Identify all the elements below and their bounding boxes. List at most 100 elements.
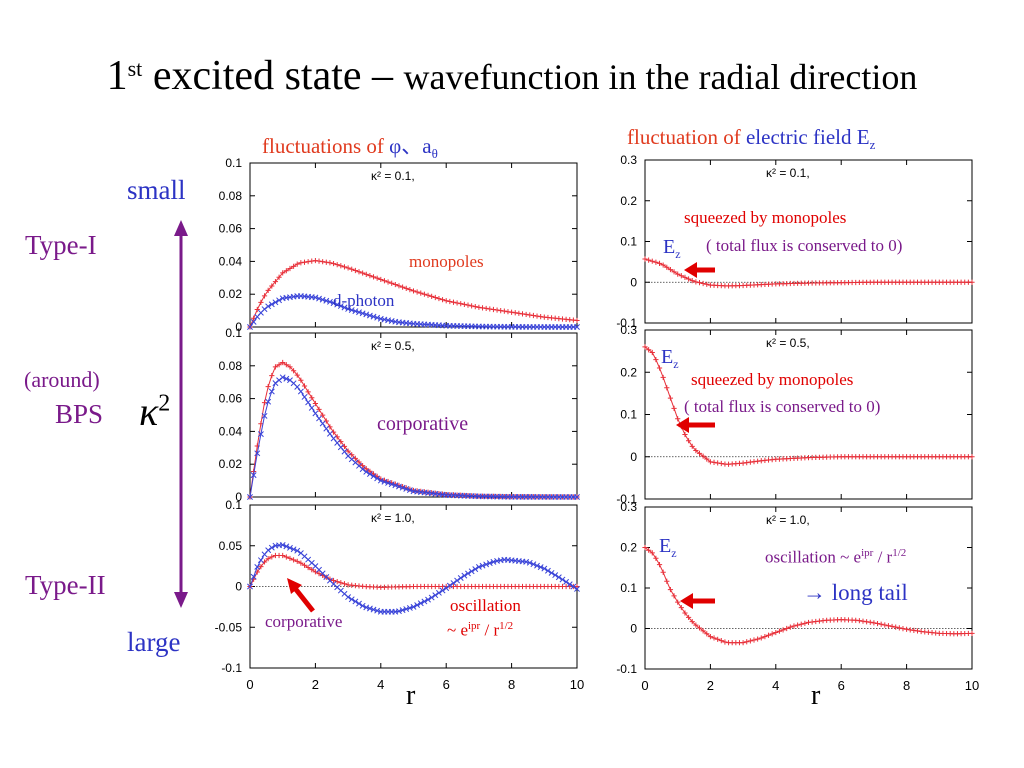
data-point	[494, 307, 500, 313]
data-point	[287, 265, 293, 272]
data-point	[323, 297, 330, 304]
data-point	[363, 466, 369, 472]
y-tick-label: 0	[630, 450, 637, 464]
data-point	[707, 634, 713, 640]
corporative-bottom-label: corporative	[265, 612, 343, 631]
data-point	[247, 324, 253, 330]
data-point	[345, 594, 352, 601]
data-point	[265, 556, 271, 562]
y-tick-label: 0.3	[620, 500, 637, 514]
data-point	[468, 568, 475, 575]
data-point	[276, 297, 283, 304]
data-point	[283, 554, 289, 560]
data-point	[864, 619, 870, 625]
data-point	[667, 266, 674, 273]
data-point	[667, 586, 674, 593]
plot-frame	[249, 332, 578, 498]
data-point	[287, 364, 293, 370]
y-tick-label: 0.08	[219, 189, 243, 203]
y-tick-label: 0.1	[225, 498, 242, 512]
data-point	[773, 629, 779, 636]
data-point	[465, 570, 471, 577]
data-point	[795, 622, 801, 628]
kappa-annotation: κ² = 0.5,	[371, 339, 415, 353]
data-point	[356, 459, 362, 465]
data-point	[330, 300, 337, 307]
data-point	[360, 270, 366, 276]
data-point	[660, 569, 666, 575]
data-point	[696, 625, 703, 631]
right-header: fluctuation of electric field Ez	[627, 125, 875, 153]
x-tick-label: 8	[508, 677, 515, 692]
ez-1-sub: z	[675, 247, 681, 261]
data-point	[257, 431, 264, 438]
data-point	[352, 598, 359, 605]
data-point	[526, 559, 533, 566]
y-tick-label: 0.06	[219, 392, 243, 406]
data-point	[309, 258, 315, 264]
data-point	[258, 564, 264, 570]
data-point	[718, 638, 724, 644]
data-point	[330, 577, 337, 584]
data-point	[479, 562, 486, 569]
data-point	[269, 373, 275, 379]
data-point	[283, 375, 290, 382]
data-point	[534, 562, 540, 569]
data-point	[523, 311, 529, 318]
data-point	[294, 547, 301, 554]
data-point	[378, 276, 384, 283]
kappa-sup: 2	[158, 390, 171, 417]
data-point	[432, 294, 438, 301]
data-point	[487, 306, 493, 312]
data-point	[784, 625, 790, 632]
flux-label-2: ( total flux is conserved to 0)	[684, 397, 881, 416]
data-point	[305, 389, 311, 395]
data-point	[359, 602, 366, 609]
data-point	[715, 636, 721, 642]
data-point	[316, 406, 322, 412]
arrow-right-mid-icon	[676, 417, 715, 433]
data-point	[574, 583, 580, 590]
data-point	[469, 303, 475, 309]
data-point	[367, 273, 373, 279]
data-point	[272, 279, 279, 285]
chart-right-top: -0.1 0 0.1 0.2 0.3 κ² = 0.1,	[616, 153, 975, 330]
data-point	[656, 260, 663, 266]
data-point	[860, 618, 866, 624]
data-point	[334, 262, 340, 268]
data-point	[671, 405, 677, 411]
data-point	[312, 294, 319, 301]
kappa-annotation: κ² = 0.5,	[766, 336, 810, 350]
series-markers-blue	[247, 374, 580, 500]
data-point	[247, 494, 253, 500]
data-point	[649, 258, 655, 264]
data-point	[363, 468, 370, 475]
data-point	[385, 480, 392, 486]
label-bps: BPS	[55, 399, 104, 429]
data-point	[574, 324, 580, 330]
data-point	[501, 308, 507, 314]
series-markers-red	[642, 544, 975, 646]
y-tick-label: 0	[235, 320, 242, 334]
data-point	[374, 475, 381, 482]
data-point	[312, 400, 318, 407]
data-point	[399, 484, 406, 491]
label-around: (around)	[24, 367, 100, 392]
data-point	[682, 431, 688, 438]
data-point	[366, 312, 373, 319]
data-point	[490, 306, 497, 313]
data-point	[363, 604, 370, 611]
data-point	[407, 287, 413, 293]
oscillation-left-label: oscillation	[450, 596, 521, 615]
data-point	[250, 573, 257, 580]
ez-label-1: Ez	[663, 236, 681, 262]
title-number: 1	[106, 53, 128, 99]
data-point	[700, 453, 706, 459]
data-point	[283, 268, 289, 274]
kappa-arrow-up-icon	[174, 220, 188, 236]
data-point	[417, 600, 424, 607]
data-point	[874, 620, 881, 627]
ez-3-letter: E	[659, 535, 672, 557]
r-axis-label-right: r	[811, 680, 821, 711]
data-point	[301, 259, 308, 265]
